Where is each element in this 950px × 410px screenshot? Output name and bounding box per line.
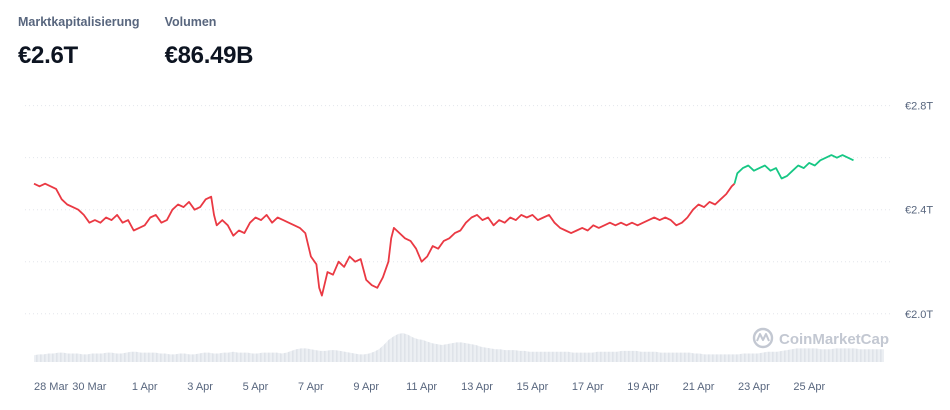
volume-stat: Volumen €86.49B: [165, 14, 254, 70]
y-tick-label: €2.4T: [905, 205, 933, 217]
x-tick-label: 30 Mar: [72, 381, 107, 393]
market-cap-value: €2.6T: [18, 42, 78, 69]
x-tick-label: 11 Apr: [406, 381, 437, 393]
x-tick-label: 25 Apr: [793, 381, 825, 393]
x-tick-label: 17 Apr: [572, 381, 604, 393]
grid-lines: [25, 105, 890, 315]
x-tick-label: 7 Apr: [298, 381, 324, 393]
x-tick-label: 3 Apr: [187, 381, 213, 393]
x-tick-label: 1 Apr: [132, 381, 158, 393]
coinmarketcap-logo-icon: [752, 327, 774, 349]
x-tick-label: 21 Apr: [683, 381, 715, 393]
y-axis-labels: €2.8T €2.4T €2.0T: [905, 101, 933, 321]
x-tick-label: 28 Mar: [34, 381, 69, 393]
x-tick-label: 5 Apr: [243, 381, 269, 393]
volume-value: €86.49B: [164, 42, 254, 69]
watermark-text: CoinMarketCap: [779, 331, 889, 348]
stats-header: Marktkapitalisierung €2.6T Volumen €86.4…: [18, 14, 254, 70]
x-tick-label: 13 Apr: [461, 381, 493, 393]
x-tick-label: 19 Apr: [627, 381, 659, 393]
price-series-line[interactable]: [33, 182, 736, 297]
watermark: CoinMarketCap: [752, 327, 889, 349]
price-series-line[interactable]: [733, 154, 854, 184]
y-tick-label: €2.8T: [905, 101, 933, 113]
volume-area-shape: [34, 333, 884, 362]
volume-area: [34, 333, 884, 362]
x-tick-label: 23 Apr: [738, 381, 770, 393]
x-tick-label: 15 Apr: [516, 381, 548, 393]
market-cap-label: Marktkapitalisierung: [18, 15, 140, 29]
y-tick-label: €2.0T: [905, 309, 933, 321]
market-cap-stat: Marktkapitalisierung €2.6T: [18, 14, 140, 70]
volume-label: Volumen: [164, 15, 217, 29]
x-axis-labels: 28 Mar 30 Mar 1 Apr 3 Apr 5 Apr 7 Apr 9 Apr 11 …: [34, 381, 825, 393]
x-tick-label: 9 Apr: [353, 381, 379, 393]
price-lines[interactable]: [33, 154, 854, 297]
